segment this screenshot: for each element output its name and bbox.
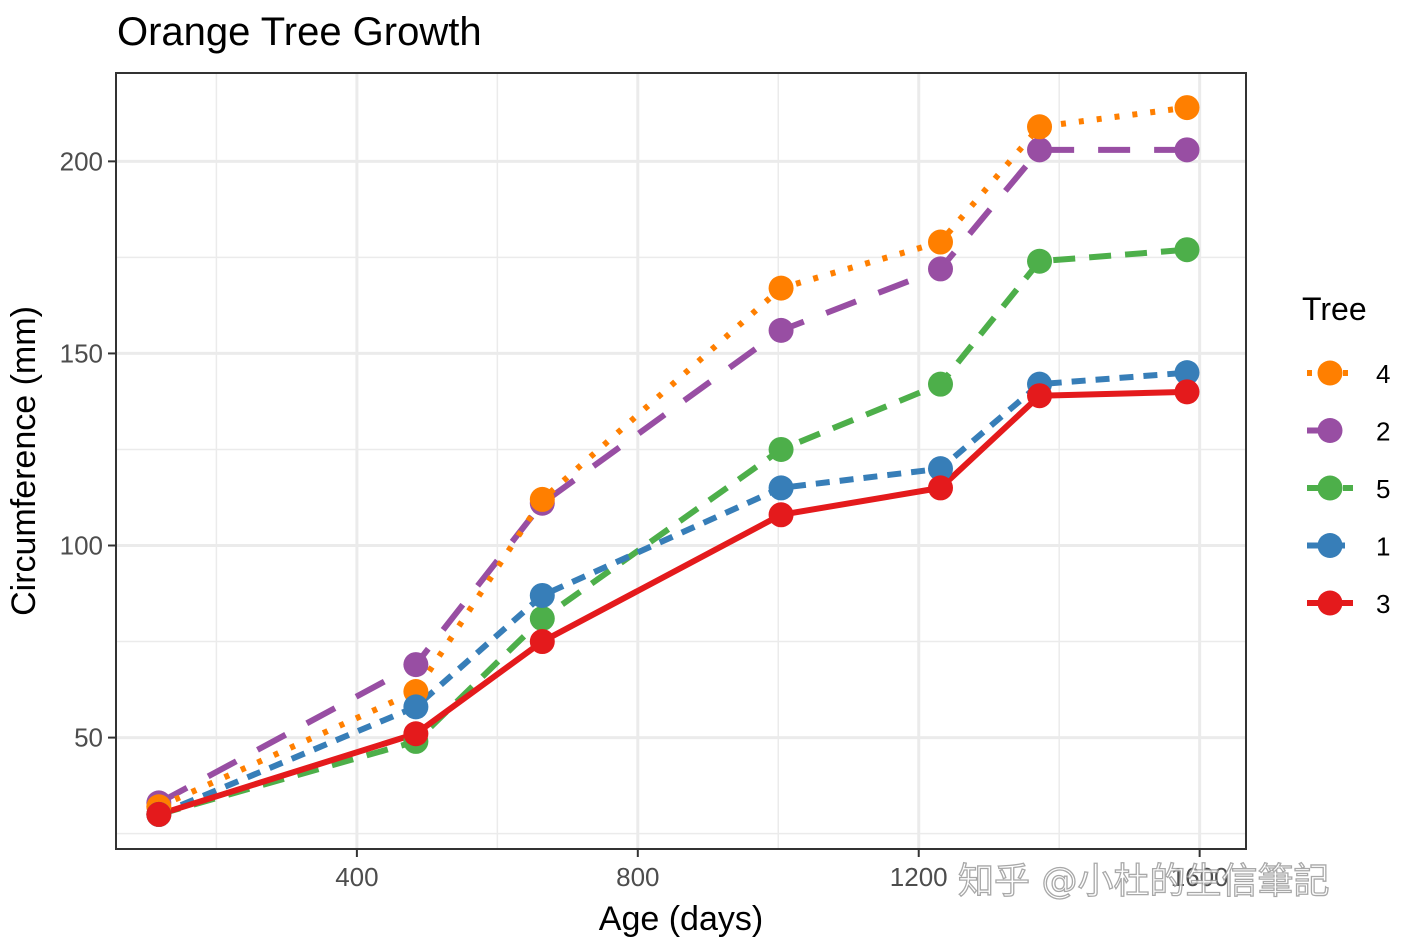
legend-key-point — [1317, 590, 1343, 616]
panel-background — [116, 73, 1246, 849]
x-tick-label: 1200 — [890, 862, 948, 892]
data-point-tree-2 — [927, 256, 953, 282]
data-point-tree-4 — [768, 275, 794, 301]
data-point-tree-1 — [927, 456, 953, 482]
legend-item-tree-5: 5 — [1307, 474, 1390, 504]
data-point-tree-3 — [146, 801, 172, 827]
legend-label: 5 — [1376, 474, 1390, 504]
data-point-tree-4 — [927, 229, 953, 255]
x-axis: 400 800 1200 1600 — [335, 849, 1229, 892]
data-point-tree-3 — [927, 475, 953, 501]
data-point-tree-3 — [768, 502, 794, 528]
data-point-tree-5 — [1174, 237, 1200, 263]
data-point-tree-1 — [403, 694, 429, 720]
data-point-tree-1 — [1174, 360, 1200, 386]
legend-label: 4 — [1376, 359, 1390, 389]
x-tick-label: 400 — [335, 862, 378, 892]
series-points — [146, 95, 1200, 827]
legend-key-point — [1317, 418, 1343, 443]
grid-minor — [116, 73, 1246, 849]
legend: Tree 4 2 5 1 3 — [1302, 291, 1390, 619]
legend-key-point — [1317, 475, 1343, 501]
watermark: 知乎 @小杜的生信筆記 — [958, 861, 1329, 902]
legend-title: Tree — [1302, 291, 1367, 327]
data-point-tree-2 — [768, 317, 794, 343]
legend-key-point — [1317, 533, 1343, 558]
data-point-tree-2 — [403, 652, 429, 678]
data-point-tree-5 — [1027, 248, 1053, 274]
legend-label: 2 — [1376, 417, 1390, 447]
data-point-tree-3 — [403, 721, 429, 747]
legend-item-tree-2: 2 — [1307, 417, 1390, 447]
data-point-tree-4 — [1174, 95, 1200, 121]
legend-item-tree-4: 4 — [1307, 359, 1390, 389]
data-point-tree-5 — [768, 436, 794, 462]
y-axis: 50 100 150 200 — [60, 146, 116, 753]
data-point-tree-3 — [1027, 383, 1053, 409]
x-tick-label: 800 — [616, 862, 659, 892]
data-point-tree-4 — [529, 486, 555, 512]
data-point-tree-2 — [1027, 137, 1053, 163]
legend-label: 3 — [1376, 589, 1390, 619]
y-axis-title: Circumference (mm) — [5, 306, 43, 616]
data-point-tree-3 — [529, 629, 555, 655]
data-point-tree-4 — [1027, 114, 1053, 140]
legend-item-tree-3: 3 — [1307, 589, 1390, 619]
y-tick-label: 50 — [74, 723, 103, 753]
plot-panel — [115, 72, 1247, 850]
data-point-tree-1 — [529, 582, 555, 608]
y-tick-label: 150 — [60, 338, 103, 368]
data-point-tree-3 — [1174, 379, 1200, 405]
data-point-tree-5 — [529, 606, 555, 632]
chart-title: Orange Tree Growth — [117, 10, 482, 54]
data-point-tree-2 — [1174, 137, 1200, 163]
legend-item-tree-1: 1 — [1307, 532, 1390, 562]
grid-major — [116, 73, 1246, 849]
data-point-tree-5 — [927, 371, 953, 397]
y-tick-label: 200 — [60, 146, 103, 176]
legend-key-point — [1317, 360, 1343, 386]
data-point-tree-1 — [768, 475, 794, 501]
y-tick-label: 100 — [60, 531, 103, 561]
x-tick-label: 1600 — [1171, 862, 1229, 892]
legend-label: 1 — [1376, 532, 1390, 562]
x-axis-title: Age (days) — [599, 900, 763, 938]
panel-border — [115, 72, 1247, 850]
